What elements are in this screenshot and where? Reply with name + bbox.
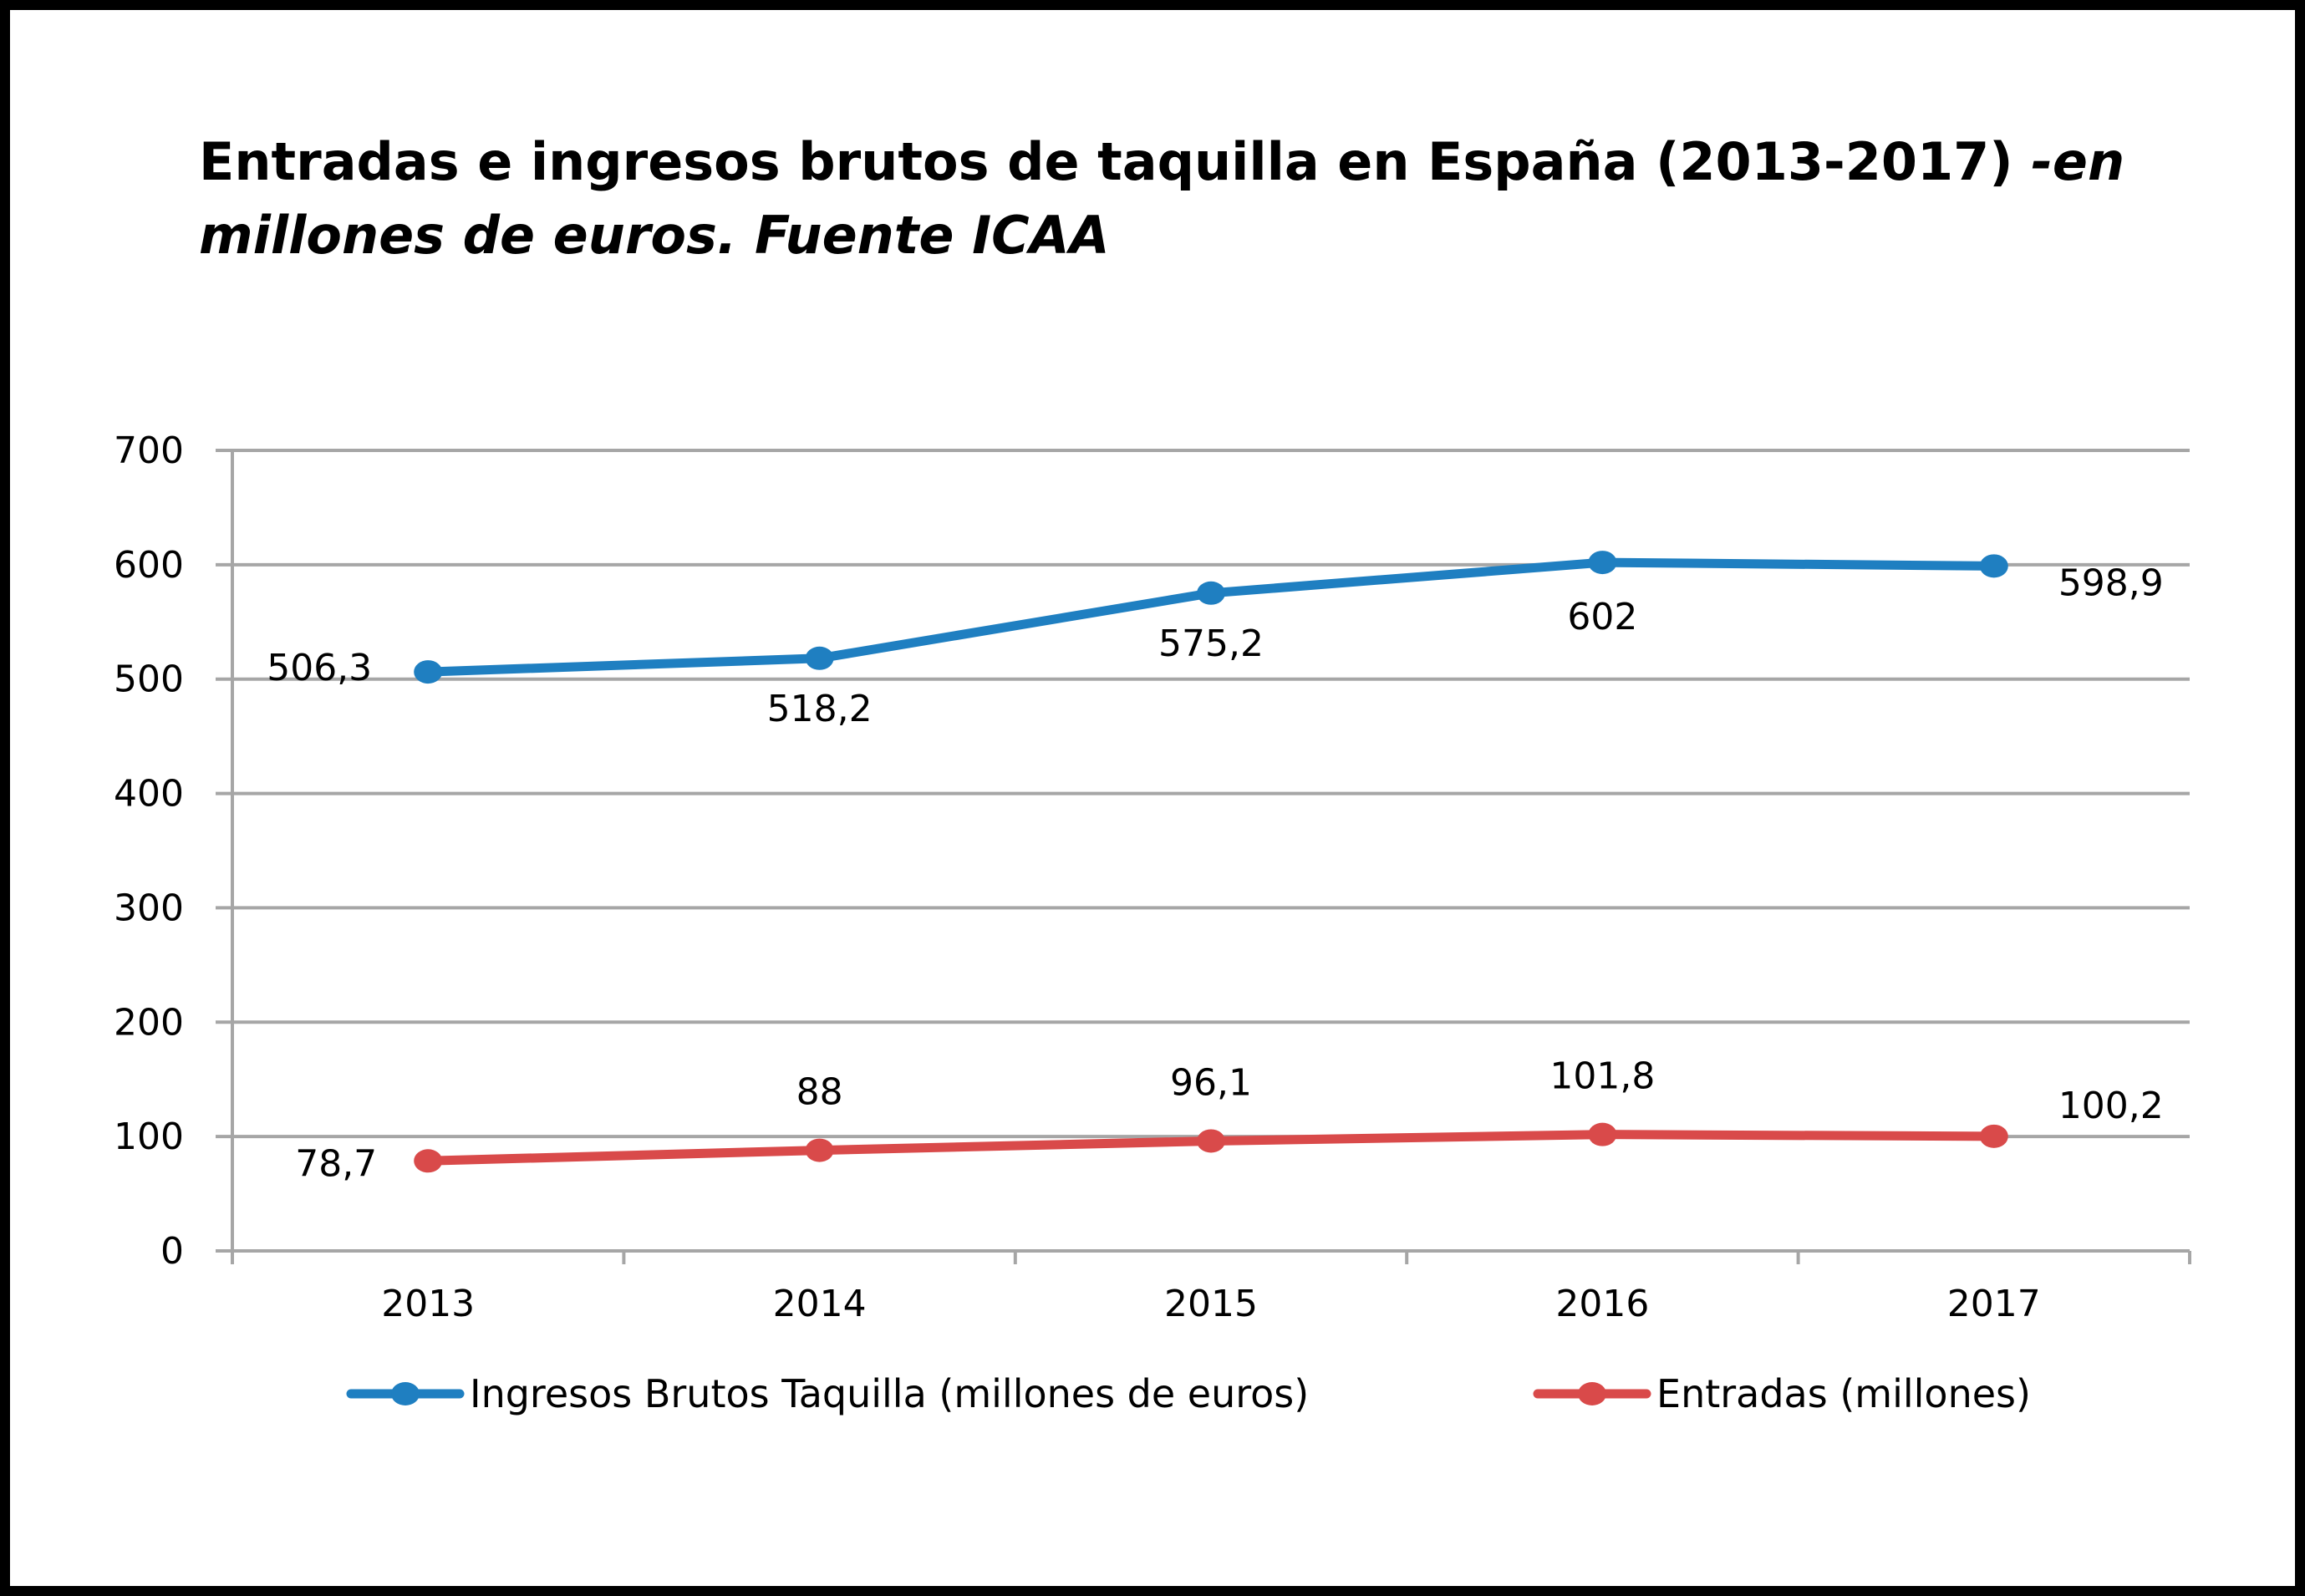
x-tick-label: 2014 (773, 1283, 867, 1325)
y-tick-label: 400 (114, 773, 184, 816)
data-labels: 506,3 518,2 575,2 602 598,9 78,7 88 96,1 101,8 10… (267, 562, 2164, 1185)
y-tick-label: 600 (114, 544, 184, 587)
legend-marker (391, 1382, 420, 1405)
data-point (805, 1138, 834, 1162)
data-point (1588, 1122, 1617, 1146)
legend: Ingresos Brutos Taquilla (millones de eu… (346, 1371, 2031, 1416)
y-tick-label: 0 (160, 1230, 184, 1273)
data-label: 575,2 (1158, 623, 1264, 665)
data-point (1588, 551, 1617, 575)
legend-label: Entradas (millones) (1656, 1371, 2031, 1416)
data-point (414, 660, 443, 684)
legend-marker (1578, 1382, 1606, 1405)
x-tick-label: 2017 (1947, 1283, 2041, 1325)
x-tick-label: 2013 (381, 1283, 475, 1325)
data-label: 100,2 (2058, 1085, 2164, 1127)
gridlines (232, 449, 2190, 1139)
y-tick-label: 500 (114, 658, 184, 701)
chart-title-main: Entradas e ingresos brutos de taquilla e… (199, 131, 2032, 192)
data-label: 602 (1567, 596, 1637, 638)
data-point (1197, 1129, 1225, 1153)
data-label: 101,8 (1549, 1055, 1655, 1098)
axes: 0 100 200 300 400 500 600 700 2013 2014 2015 2016 20… (114, 429, 2191, 1325)
y-tick-label: 300 (114, 887, 184, 929)
legend-label: Ingresos Brutos Taquilla (millones de eu… (470, 1371, 1309, 1416)
data-label: 506,3 (267, 647, 372, 689)
data-label: 598,9 (2058, 562, 2164, 604)
y-tick-label: 100 (114, 1116, 184, 1158)
data-point (1979, 1124, 2008, 1148)
data-point (1979, 554, 2008, 578)
y-tick-label: 700 (114, 429, 184, 472)
data-label: 78,7 (295, 1142, 377, 1185)
chart-title: Entradas e ingresos brutos de taquilla e… (199, 125, 2188, 272)
data-label: 96,1 (1170, 1061, 1252, 1104)
chart-title-subtitle: -en millones de euros. Fuente ICAA (199, 131, 2125, 266)
data-label: 518,2 (767, 688, 873, 730)
data-label: 88 (796, 1071, 843, 1114)
x-tick-label: 2015 (1164, 1283, 1258, 1325)
x-tick-label: 2016 (1555, 1283, 1649, 1325)
data-point (414, 1149, 443, 1173)
data-point (1197, 581, 1225, 605)
series (414, 551, 2008, 1173)
y-tick-label: 200 (114, 1001, 184, 1044)
data-point (805, 646, 834, 670)
